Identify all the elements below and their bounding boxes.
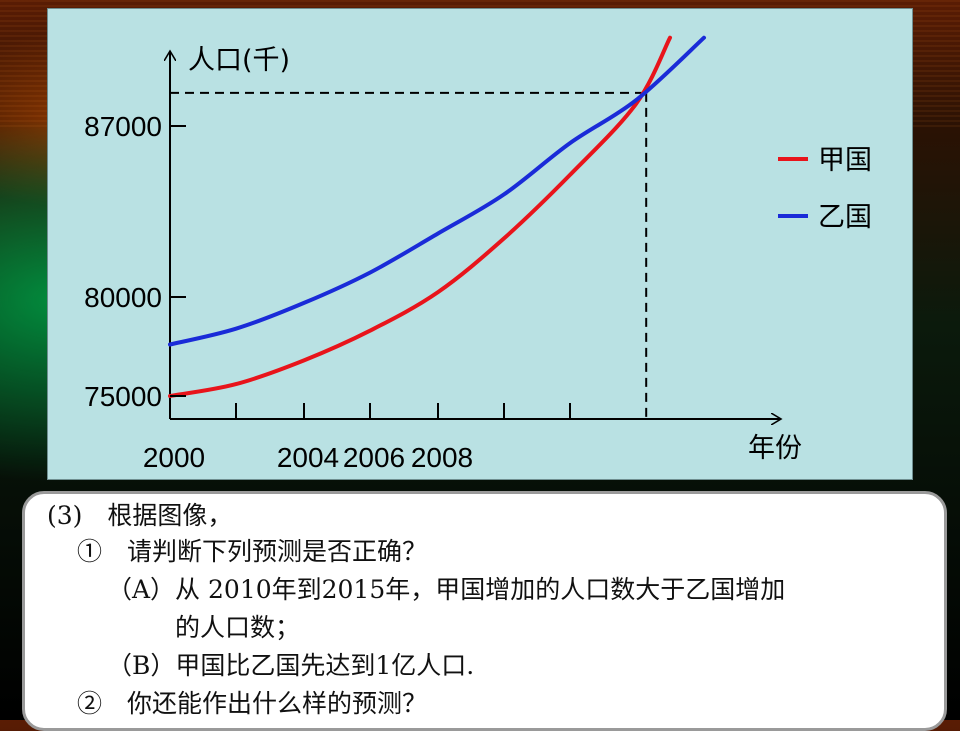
question-option-a: （A）从 2010年到2015年，甲国增加的人口数大于乙国增加 [107,575,786,604]
x-tick-label: 2008 [411,442,473,473]
series-line-2 [168,35,706,347]
legend-label: 甲国 [818,145,872,176]
legend-label: 乙国 [818,202,872,233]
x-tick-label: 2000 [143,442,205,473]
question-item-1: ① 请判断下列预测是否正确？ [77,537,428,566]
chart-panel: 75000 80000 87000 2000 2004 2006 2008 人口(千) 年份… [47,8,913,480]
x-tick-label: 2006 [343,442,405,473]
y-tick-label: 80000 [84,282,162,313]
y-tick-label: 75000 [84,381,162,412]
population-chart: 75000 80000 87000 2000 2004 2006 2008 人口(千) 年份… [84,35,872,473]
question-option-b: （B）甲国比乙国先达到1亿人口. [107,651,475,680]
question-option-a-cont: 的人口数； [175,613,301,642]
x-axis-label: 年份 [748,433,802,464]
x-tick-label: 2004 [277,442,339,473]
y-axis-label: 人口(千) [188,45,290,76]
series-line-1 [168,35,672,398]
question-box: (3) 根据图像， ① 请判断下列预测是否正确？ （A）从 2010年到2015… [22,491,947,731]
y-tick-label: 87000 [84,111,162,142]
question-title: (3) 根据图像， [47,501,233,530]
question-item-2: ② 你还能作出什么样的预测？ [77,689,428,718]
